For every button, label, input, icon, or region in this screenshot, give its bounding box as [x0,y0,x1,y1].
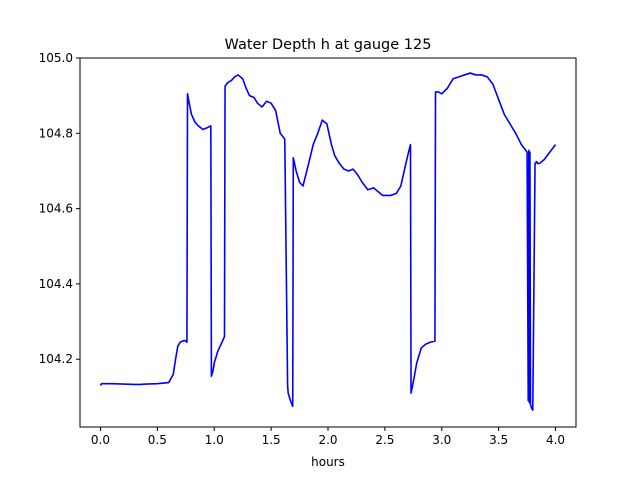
x-tick-label: 4.0 [546,433,565,447]
x-tick-label: 2.0 [318,433,337,447]
x-tick-label: 0.5 [148,433,167,447]
chart-title: Water Depth h at gauge 125 [225,37,432,53]
x-axis-ticks: 0.0 0.5 1.0 1.5 2.0 2.5 3.0 3.5 4.0 [91,427,565,447]
x-tick-label: 3.5 [489,433,508,447]
y-tick-label: 104.8 [39,126,73,140]
y-tick-label: 104.4 [39,277,73,291]
y-tick-label: 104.2 [39,352,73,366]
series-line-0 [99,72,557,411]
y-tick-label: 104.6 [39,202,73,216]
y-tick-label: 105.0 [39,51,73,65]
x-tick-label: 1.0 [205,433,224,447]
x-tick-label: 3.0 [432,433,451,447]
x-tick-label: 0.0 [91,433,110,447]
x-axis-label: hours [311,455,345,469]
x-tick-label: 1.5 [262,433,281,447]
y-axis-ticks: 104.2 104.4 104.6 104.8 105.0 [39,51,80,366]
x-tick-label: 2.5 [375,433,394,447]
